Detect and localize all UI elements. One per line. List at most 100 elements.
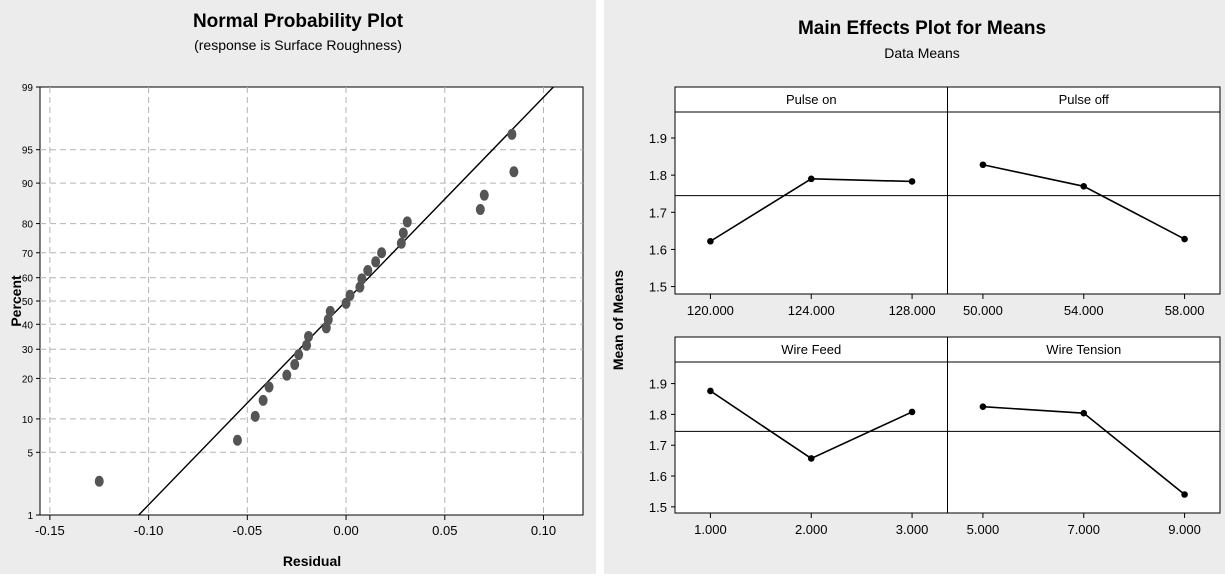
npp-subtitle: (response is Surface Roughness) [194,37,402,53]
mep-point [1181,491,1188,498]
mep-subplot: Pulse off 50.000 54.000 58.000 [963,92,1204,318]
mep-x-tick-label: 120.000 [687,303,734,318]
mep-y-tick-label: 1.7 [649,438,667,453]
mep-row: 1.5 1.6 1.7 1.8 1.9 Pulse on 120.000 124.000 128… [649,86,1221,318]
npp-x-tick-label: -0.05 [233,523,263,538]
mep-point [807,175,815,183]
npp-y-tick-label: 40 [22,320,34,331]
normal-probability-panel: Normal Probability Plot (response is Sur… [0,0,596,574]
npp-point [396,237,406,249]
npp-point [94,475,104,487]
npp-point [363,264,373,276]
npp-point [509,166,519,178]
mep-y-tick-label: 1.8 [649,168,667,183]
mep-point [707,237,714,245]
mep-point [807,455,815,462]
npp-point [321,322,331,334]
npp-y-tick-label: 80 [22,220,34,231]
mep-point [979,403,987,410]
npp-point [282,369,292,381]
mep-y-tick-label: 1.6 [649,242,667,257]
npp-points [94,128,519,487]
mep-y-tick-label: 1.5 [649,500,667,515]
npp-x-axis-label: Residual [283,553,341,569]
mep-y-tick-label: 1.5 [649,280,667,295]
mep-x-tick-label: 9.000 [1168,522,1201,537]
npp-point [258,394,268,406]
npp-y-tick-label: 99 [22,83,34,94]
npp-y-tick-label: 70 [22,249,34,260]
npp-x-tick-label: 0.00 [333,523,358,538]
mep-point [979,161,987,169]
mep-y-axis-label: Mean of Means [610,270,626,371]
npp-point [290,359,300,371]
mep-x-tick-label: 5.000 [967,522,1000,537]
npp-x-ticks: -0.15 -0.10 -0.05 0.00 0.05 0.10 [35,515,556,538]
mep-x-tick-label: 50.000 [963,303,1003,318]
mep-strip-label: Wire Feed [781,342,841,357]
npp-point [302,339,312,351]
mep-subplot: Wire Tension 5.000 7.000 9.000 [967,342,1201,537]
mep-x-tick-label: 3.000 [896,522,929,537]
mep-subtitle: Data Means [884,45,959,61]
npp-point [371,256,381,268]
npp-grid [40,87,583,515]
mep-x-tick-label: 124.000 [788,303,835,318]
npp-point [304,330,314,342]
mep-x-tick-label: 2.000 [795,522,828,537]
mep-y-tick-label: 1.9 [649,131,667,146]
mep-strip-label: Wire Tension [1046,342,1121,357]
npp-point [250,410,260,422]
mep-x-tick-label: 7.000 [1067,522,1100,537]
npp-y-tick-label: 95 [22,146,34,157]
npp-point [341,297,351,309]
npp-x-tick-label: 0.05 [432,523,457,538]
npp-y-tick-label: 1 [27,511,33,522]
mep-strip-label: Pulse off [1059,92,1110,107]
main-effects-panel: Main Effects Plot for Means Data Means M… [604,0,1225,574]
mep-point [1080,182,1088,190]
npp-point [507,128,517,140]
npp-y-tick-label: 90 [22,179,34,190]
npp-title: Normal Probability Plot [193,11,404,32]
npp-point [325,305,335,317]
mep-subplots: 1.5 1.6 1.7 1.8 1.9 Pulse on 120.000 124.000 128… [649,86,1221,537]
mep-x-tick-label: 58.000 [1165,303,1205,318]
npp-point [345,289,355,301]
npp-y-tick-label: 50 [22,297,34,308]
npp-x-tick-label: -0.10 [134,523,164,538]
npp-y-tick-label: 30 [22,345,34,356]
normal-probability-plot: Normal Probability Plot (response is Sur… [8,11,584,569]
npp-y-tick-label: 60 [22,274,34,285]
mep-x-tick-label: 128.000 [889,303,936,318]
npp-y-tick-label: 20 [22,374,34,385]
mep-x-tick-label: 1.000 [694,522,727,537]
npp-point [475,204,485,216]
mep-x-tick-label: 54.000 [1064,303,1104,318]
mep-subplot: Wire Feed 1.000 2.000 3.000 [694,342,928,537]
npp-point [398,227,408,239]
mep-y-tick-label: 1.8 [649,407,667,422]
mep-y-tick-label: 1.7 [649,205,667,220]
npp-x-tick-label: -0.15 [35,523,65,538]
mep-point [707,387,714,395]
mep-title: Main Effects Plot for Means [798,18,1046,39]
npp-point [294,349,304,361]
mep-y-tick-label: 1.6 [649,469,667,484]
mep-point [1080,409,1088,417]
mep-strip-label: Pulse on [786,92,837,107]
main-effects-plot: Main Effects Plot for Means Data Means M… [610,18,1221,537]
npp-point [479,189,489,201]
npp-y-tick-label: 5 [27,448,33,459]
npp-point [357,273,367,285]
npp-point [402,216,412,228]
mep-point [1181,235,1188,243]
npp-y-axis-label: Percent [8,275,24,327]
mep-point [908,408,916,416]
npp-point [377,247,387,259]
npp-x-tick-label: 0.10 [531,523,556,538]
npp-point [264,381,274,393]
mep-y-tick-label: 1.9 [649,377,667,392]
mep-subplot: Pulse on 120.000 124.000 128.000 [687,92,936,318]
